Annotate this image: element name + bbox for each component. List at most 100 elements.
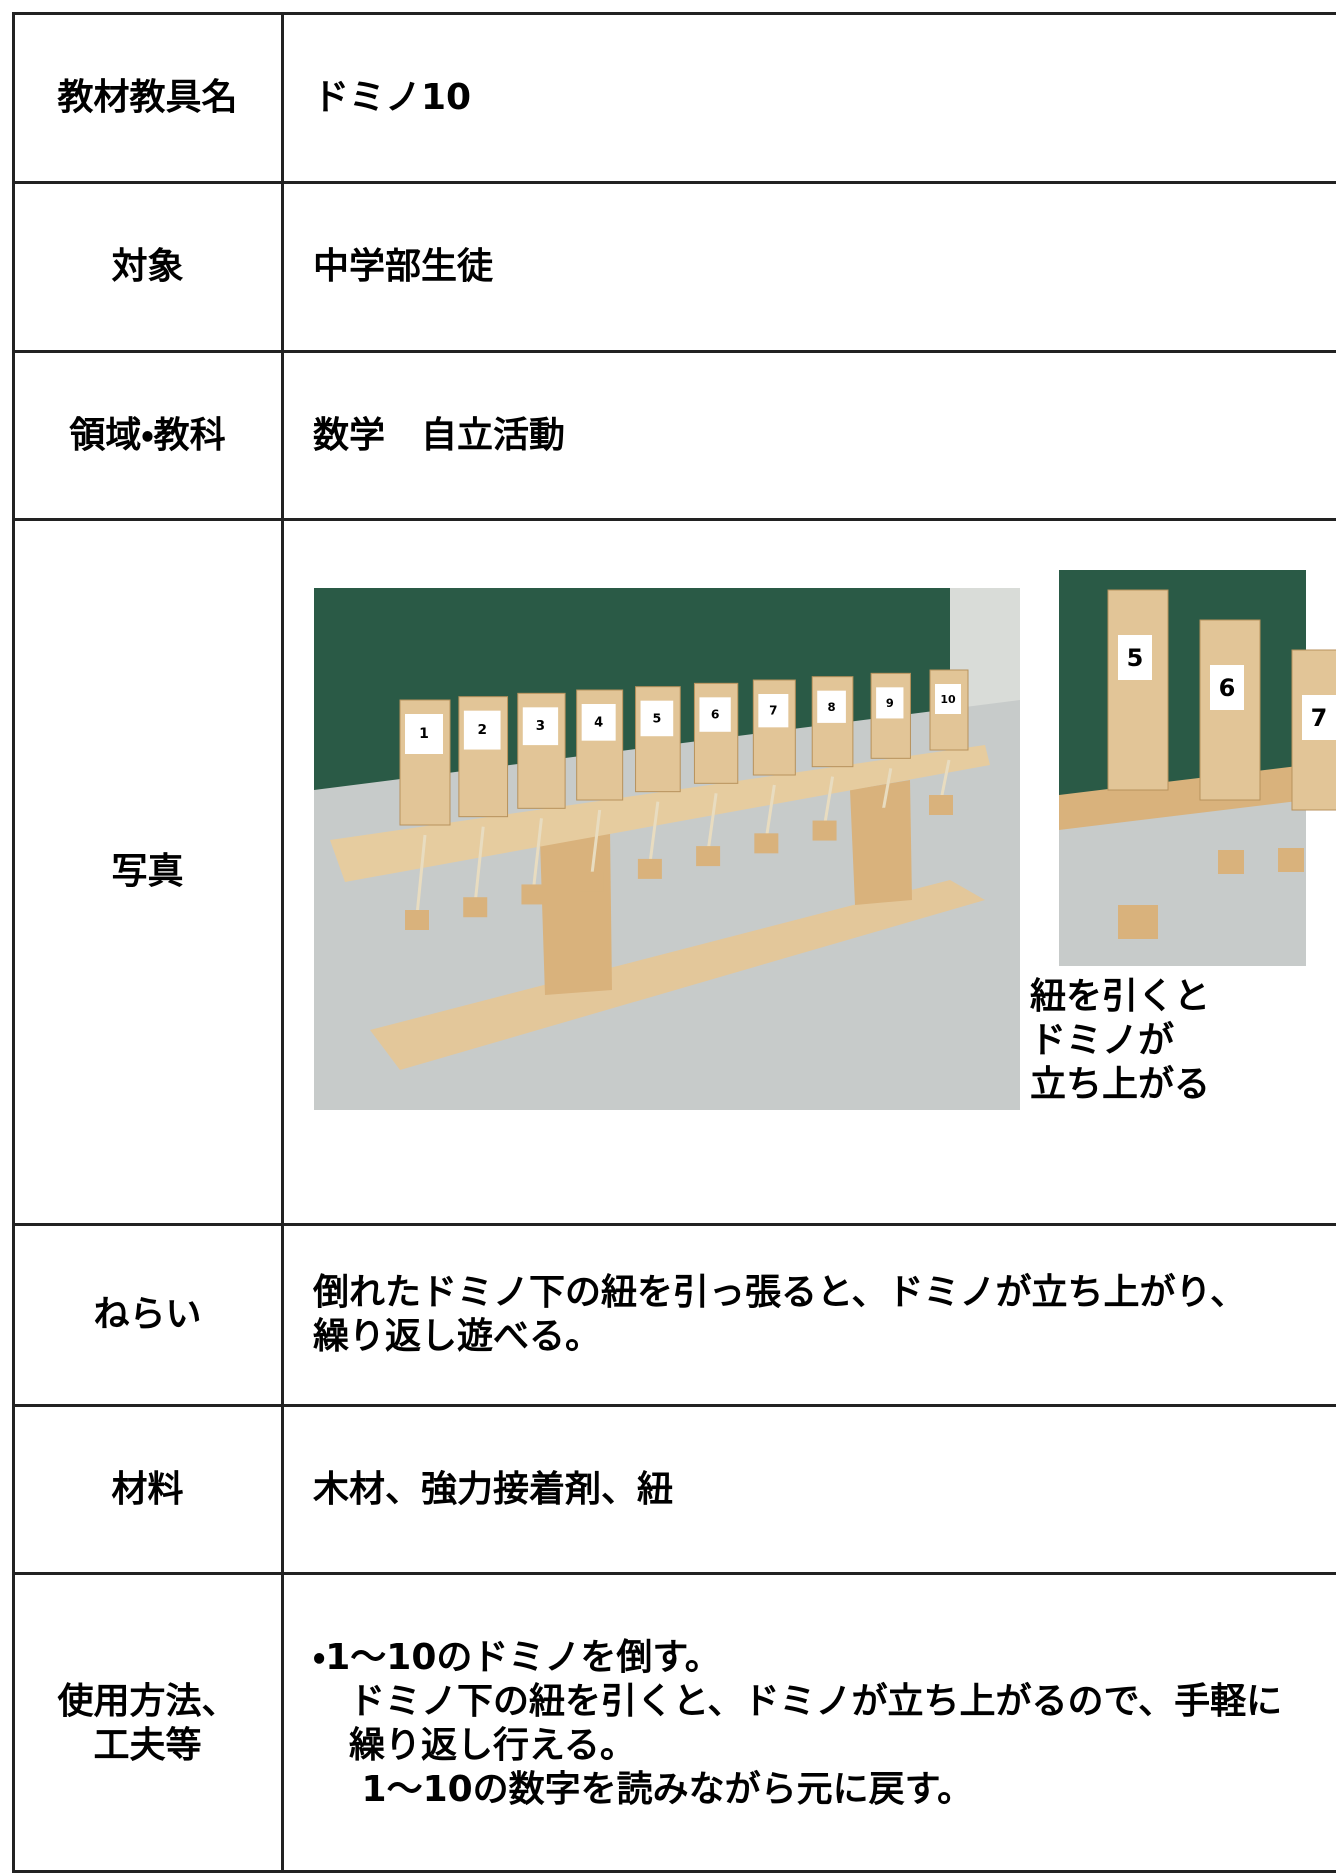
row-content: 中学部生徒 [283,184,1336,350]
table-row: 対象 中学部生徒 [12,181,1336,350]
row-label: 対象 [12,184,283,350]
content-line: 倒れたドミノ下の紐を引っ張ると、ドミノが立ち上がり、 [313,1272,1247,1313]
label-line: 写真 [111,851,184,892]
number-card [876,687,904,719]
number-card [699,697,731,732]
inset-card [1302,695,1336,740]
inset-weight [1118,905,1158,939]
number-card [640,700,674,737]
content-line: ・1～10のドミノを倒す。 [313,1637,721,1678]
domino-number: 6 [711,708,720,722]
table-row: 写真 [12,518,1336,1223]
row-content: 木材、強力接着剤、紐 [283,1407,1336,1572]
caption-line: ドミノが [1030,1020,1175,1061]
row-content: 倒れたドミノ下の紐を引っ張ると、ドミノが立ち上がり、 繰り返し遊べる。 [283,1226,1336,1404]
number-card [581,704,616,741]
content-line: 数学 自立活動 [313,414,566,456]
label-line: 材料 [111,1468,184,1510]
domino-number: 1 [419,726,429,742]
content-line: 繰り返し行える。 [313,1725,636,1766]
weight [929,795,953,815]
table-row: 使用方法、 工夫等 ・1～10のドミノを倒す。 ドミノ下の紐を引くと、ドミノが立ち上… [12,1572,1336,1873]
string [415,834,427,916]
string [590,809,602,877]
inset-weight [1278,848,1304,872]
row-content: ドミノ10 [283,15,1336,181]
number-card [817,690,846,723]
string [706,793,718,852]
domino-number: 5 [652,710,661,725]
bottom-border [12,1870,1336,1873]
label-line: 教材教具名 [57,77,238,118]
weight [812,820,837,841]
number-card [522,707,559,746]
content-line: 中学部生徒 [313,246,494,287]
inset-domino [1107,589,1169,791]
label-line: 使用方法、 [57,1681,238,1722]
domino-number: 4 [594,715,603,730]
string [473,826,485,903]
weight [579,871,604,892]
row-label: 写真 [12,521,283,1223]
domino-number: 2 [477,722,487,738]
label-line: 領域・教科 [69,414,226,456]
weight [521,884,546,905]
weight [637,858,662,879]
weight [754,833,779,854]
string [531,818,543,890]
table-row: ねらい 倒れたドミノ下の紐を引っ張ると、ドミノが立ち上がり、 繰り返し遊べる。 [12,1223,1336,1404]
table-row: 領域・教科 数学 自立活動 [12,350,1336,518]
main-photo [314,588,1020,1110]
inset-card [1210,665,1244,710]
row-label: 材料 [12,1407,283,1572]
weight [405,910,429,930]
number-card [935,684,961,714]
content-line: 繰り返し遊べる。 [313,1316,602,1357]
row-label: ねらい [12,1226,283,1404]
domino-number: 8 [827,700,835,714]
photo-caption: 紐を引くと ドミノが 立ち上がる [1030,975,1210,1107]
row-label: 領域・教科 [12,353,283,518]
row-label: 使用方法、 工夫等 [12,1575,283,1873]
domino-number: 10 [940,693,956,706]
inset-number: 7 [1311,704,1328,732]
label-line: 工夫等 [93,1725,202,1766]
string [648,801,660,865]
weight [696,846,721,867]
content-line: 1～10の数字を読みながら元に戻す。 [313,1769,974,1810]
domino-number: 7 [769,704,777,718]
weight [870,807,895,828]
string [939,759,951,801]
number-card [463,710,501,750]
string [764,784,776,839]
inset-number: 5 [1127,644,1144,672]
row-content: 数学 自立活動 [283,353,1336,518]
number-card [405,714,443,754]
caption-line: 立ち上がる [1030,1064,1211,1105]
table-row: 材料 木材、強力接着剤、紐 [12,1404,1336,1572]
weight [463,897,488,918]
content-line: 木材、強力接着剤、紐 [313,1468,674,1510]
label-line: 対象 [111,246,184,287]
inset-card [1118,635,1152,680]
number-card [758,694,789,728]
caption-line: 紐を引くと [1030,976,1211,1017]
inset-weight [1218,850,1244,874]
string [881,768,893,814]
content-line: ドミノ10 [313,77,472,118]
column-divider [281,12,284,1873]
content-line: ドミノ下の紐を引くと、ドミノが立ち上がるので、手軽に [313,1681,1283,1722]
string [823,776,835,826]
label-line: ねらい [93,1294,202,1335]
inset-number: 6 [1219,674,1236,702]
left-border [12,12,15,1873]
domino-number: 9 [886,696,894,710]
row-content: ・1～10のドミノを倒す。 ドミノ下の紐を引くと、ドミノが立ち上がるので、手軽に… [283,1575,1336,1873]
table-row: 教材教具名 ドミノ10 [12,12,1336,181]
row-label: 教材教具名 [12,15,283,181]
domino-number: 3 [536,719,545,734]
row-content [283,521,1336,1223]
